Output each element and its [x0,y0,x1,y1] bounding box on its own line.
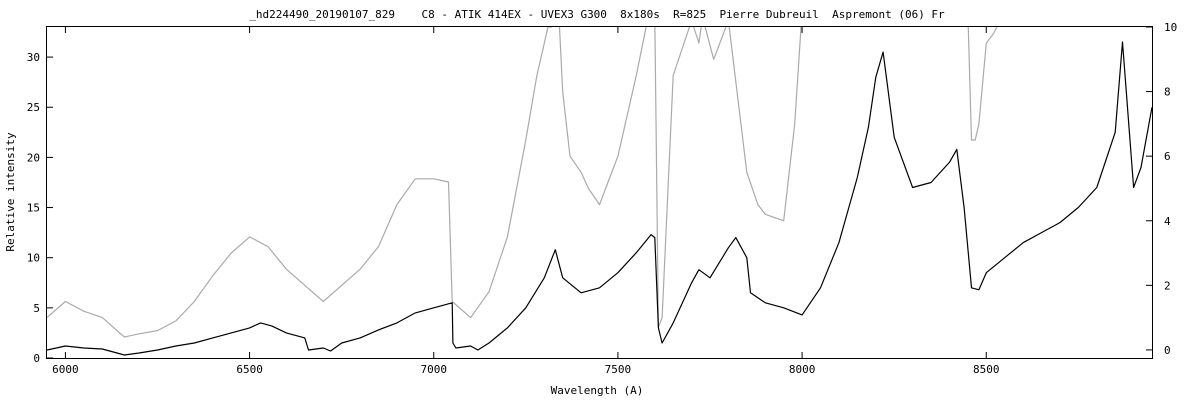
x-tick-label: 7000 [421,363,448,376]
y-tick-label: 30 [27,51,40,64]
y-axis-right: 0 2 4 6 8 10 [1146,21,1177,357]
y-tick-label: 15 [27,202,40,215]
series-line-black [47,41,1152,356]
series-layer [47,27,1152,356]
x-axis-label: Wavelength (A) [551,384,644,397]
x-tick-label: 8000 [789,363,816,376]
x-tick-label: 6000 [52,363,79,376]
y2-tick-label: 4 [1164,215,1171,228]
y2-tick-label: 2 [1164,279,1171,292]
y-tick-label: 20 [27,151,40,164]
y2-tick-label: 8 [1164,86,1171,99]
y-axis-left: 0 5 10 15 20 25 30 [27,51,53,365]
y2-tick-label: 6 [1164,150,1171,163]
x-tick-label: 8500 [973,363,1000,376]
series-line-grey [47,27,998,338]
y-tick-label: 25 [27,101,40,114]
y-tick-label: 5 [33,302,40,315]
y-axis-label: Relative intensity [4,132,17,252]
y2-tick-label: 0 [1164,344,1171,357]
y-tick-label: 0 [33,352,40,365]
y-tick-label: 10 [27,252,40,265]
chart-title: _hd224490_20190107_829 C8 - ATIK 414EX -… [249,8,945,21]
y2-tick-label: 10 [1164,21,1177,34]
x-tick-label: 6500 [236,363,263,376]
x-tick-label: 7500 [605,363,632,376]
plot-frame [46,26,1153,359]
x-axis: 6000 6500 7000 7500 8000 8500 [52,27,1000,376]
